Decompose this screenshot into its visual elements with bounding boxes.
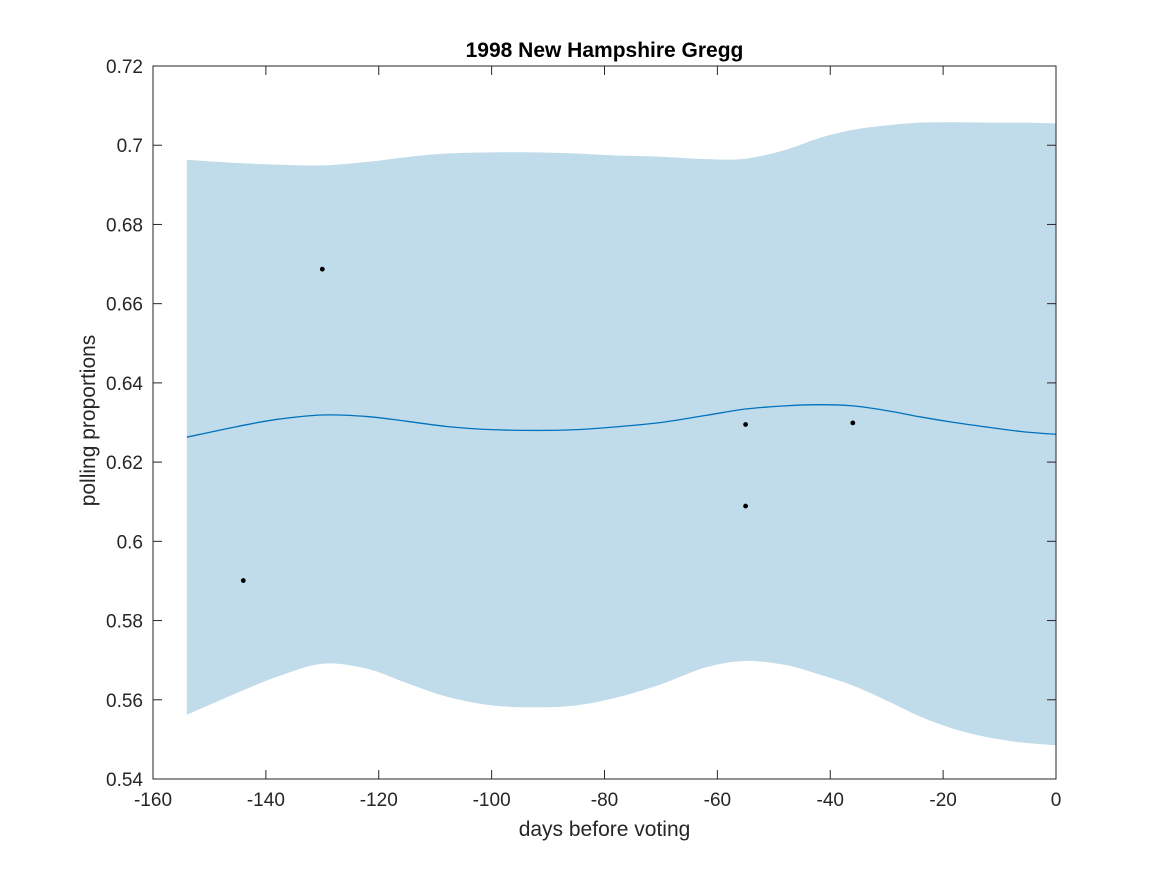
data-point [743,422,748,427]
x-tick-label: 0 [1051,790,1062,811]
y-axis-label: polling proportions [77,335,100,507]
x-axis-label: days before voting [519,818,691,841]
x-tick-label: -100 [473,790,511,811]
data-point [743,503,748,509]
data-point [240,578,246,583]
data-point [850,420,856,426]
mean-line [186,404,1057,438]
y-tick-label: 0.72 [106,57,143,78]
y-tick-label: 0.68 [106,215,143,236]
confidence-band [186,122,1057,746]
x-tick-label: -80 [591,790,618,811]
x-tick-label: -160 [134,790,172,811]
x-tick-label: -60 [704,790,731,811]
x-tick-label: -40 [817,790,844,811]
chart-title: 1998 New Hampshire Gregg [466,39,744,62]
y-tick-label: 0.62 [106,453,143,474]
y-tick-label: 0.56 [106,691,143,712]
y-tick-label: 0.58 [106,612,143,633]
ticks: -160 -140 -120 -100 -80 -60 -40 -20 0 0.54 0.56 0.5… [106,57,1061,811]
y-tick-label: 0.6 [117,532,143,553]
x-tick-label: -140 [247,790,285,811]
x-tick-label: -120 [360,790,398,811]
x-tick-label: -20 [929,790,956,811]
y-tick-label: 0.66 [106,295,143,316]
data-points-layer [240,266,856,583]
y-tick-label: 0.7 [117,136,143,157]
data-point [319,266,325,272]
mean-line-layer [186,404,1057,438]
confidence-band-layer [186,122,1057,746]
y-tick-label: 0.54 [106,770,143,791]
y-tick-label: 0.64 [106,374,143,395]
